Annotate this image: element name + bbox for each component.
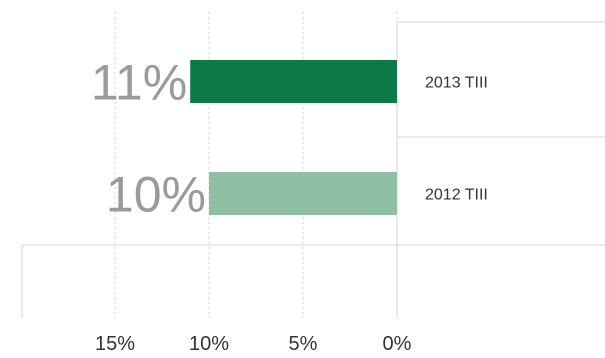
bar-0	[190, 60, 397, 103]
x-tick-label-0: 15%	[95, 333, 135, 355]
x-tick-label-2: 5%	[289, 333, 318, 355]
category-label-1: 2012 TIII	[425, 187, 488, 204]
category-label-0: 2013 TIII	[425, 75, 488, 92]
x-tick-label-3: 0%	[383, 333, 412, 355]
x-tick-label-1: 10%	[189, 333, 229, 355]
x-axis-ticks: 15% 10% 5% 0%	[95, 333, 412, 355]
value-label-0: 11%	[91, 55, 187, 111]
labels: 11% 2013 TIII 10% 2012 TIII	[91, 55, 488, 223]
value-label-1: 10%	[106, 167, 206, 223]
bars	[190, 60, 397, 215]
bar-1	[209, 172, 397, 215]
